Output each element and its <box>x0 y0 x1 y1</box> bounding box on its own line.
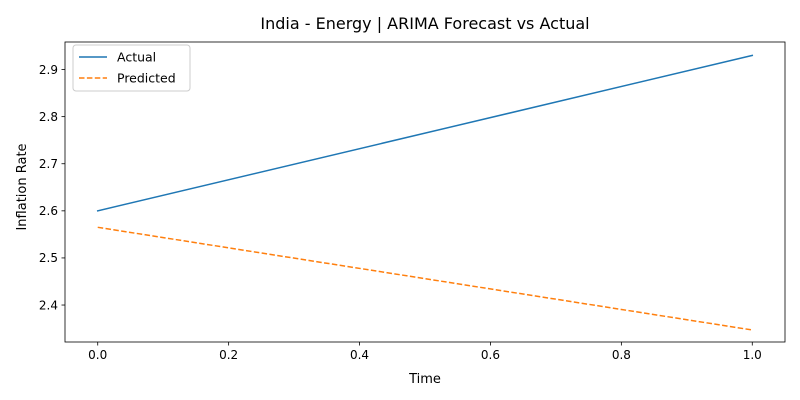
x-tick-label: 0.2 <box>219 348 238 362</box>
x-tick-label: 0.0 <box>88 348 107 362</box>
legend: Actual Predicted <box>72 44 191 92</box>
y-tick-label: 2.4 <box>39 298 58 312</box>
y-axis: 2.4 2.5 2.6 2.7 2.8 2.9 <box>39 63 65 312</box>
y-tick-label: 2.5 <box>39 251 58 265</box>
y-tick-label: 2.9 <box>39 63 58 77</box>
plot-area <box>64 41 786 343</box>
y-tick-label: 2.6 <box>39 204 58 218</box>
legend-label-predicted: Predicted <box>117 71 176 86</box>
chart-title: India - Energy | ARIMA Forecast vs Actua… <box>260 14 589 33</box>
series-layer <box>96 54 754 331</box>
x-tick-label: 0.8 <box>612 348 631 362</box>
x-tick-label: 0.6 <box>481 348 500 362</box>
y-tick-label: 2.8 <box>39 110 58 124</box>
series-line-actual <box>96 54 754 212</box>
x-tick-label: 1.0 <box>743 348 762 362</box>
legend-label-actual: Actual <box>117 50 156 65</box>
x-tick-label: 0.4 <box>350 348 369 362</box>
y-axis-label: Inflation Rate <box>15 143 30 230</box>
y-tick-label: 2.7 <box>39 157 58 171</box>
x-axis-label: Time <box>408 372 441 387</box>
plot-frame <box>64 41 786 343</box>
x-axis: 0.0 0.2 0.4 0.6 0.8 1.0 <box>88 342 762 362</box>
